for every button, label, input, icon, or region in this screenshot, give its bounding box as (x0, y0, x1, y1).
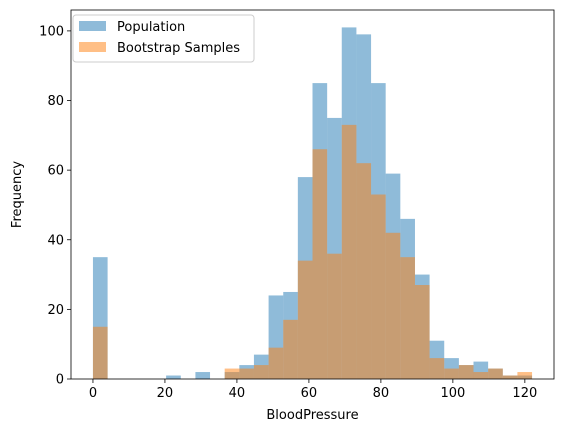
bar-1-27 (488, 368, 503, 379)
plot-frame (70, 9, 555, 380)
bar-1-19 (371, 194, 386, 379)
series-1-bars (92, 124, 533, 379)
bar-1-9 (224, 368, 240, 379)
bar-1-16 (327, 253, 342, 379)
legend-label-population: Population (117, 20, 185, 35)
x-tick-label-6: 120 (512, 386, 537, 401)
bar-1-20 (385, 232, 401, 379)
y-tick-label-1: 20 (47, 303, 64, 318)
x-axis-label: BloodPressure (266, 408, 358, 423)
x-tick-label-0: 0 (89, 386, 97, 401)
bar-1-26 (473, 372, 489, 379)
bar-1-0 (92, 326, 108, 379)
x-tick-label-2: 40 (229, 386, 246, 401)
y-tick-label-0: 0 (56, 373, 64, 388)
bar-1-17 (341, 124, 357, 379)
bar-1-25 (458, 365, 474, 379)
bar-1-15 (312, 149, 328, 379)
y-tick-label-2: 40 (47, 233, 64, 248)
x-tick-label-1: 20 (157, 386, 174, 401)
bar-1-28 (502, 375, 518, 379)
bar-0-7 (195, 372, 211, 379)
bar-1-29 (517, 372, 533, 379)
bar-1-10 (239, 368, 254, 379)
bar-1-22 (414, 285, 430, 379)
y-axis: 0 20 40 60 80 100 (39, 24, 71, 388)
legend: Population Bootstrap Samples (72, 14, 255, 63)
y-axis-label: Frequency (10, 161, 25, 228)
y-tick-label-4: 80 (47, 94, 64, 109)
bars-layer (92, 27, 533, 380)
bar-1-24 (444, 368, 459, 379)
bar-1-21 (400, 257, 415, 379)
bar-1-23 (429, 358, 445, 379)
bar-0-5 (166, 375, 181, 379)
x-tick-label-4: 80 (373, 386, 390, 401)
bar-1-12 (268, 347, 284, 379)
legend-swatch-population (79, 21, 106, 31)
bar-1-11 (253, 365, 269, 379)
x-axis: 0 20 40 60 80 100 120 (89, 379, 537, 401)
bar-1-14 (297, 260, 313, 379)
x-tick-label-5: 100 (440, 386, 465, 401)
bar-1-13 (283, 319, 298, 379)
legend-box (72, 14, 255, 63)
y-tick-label-5: 100 (39, 24, 64, 39)
legend-swatch-bootstrap (79, 42, 106, 52)
y-tick-label-3: 60 (47, 164, 64, 179)
x-tick-label-3: 60 (301, 386, 318, 401)
legend-label-bootstrap: Bootstrap Samples (117, 41, 240, 56)
bar-1-18 (356, 163, 372, 379)
